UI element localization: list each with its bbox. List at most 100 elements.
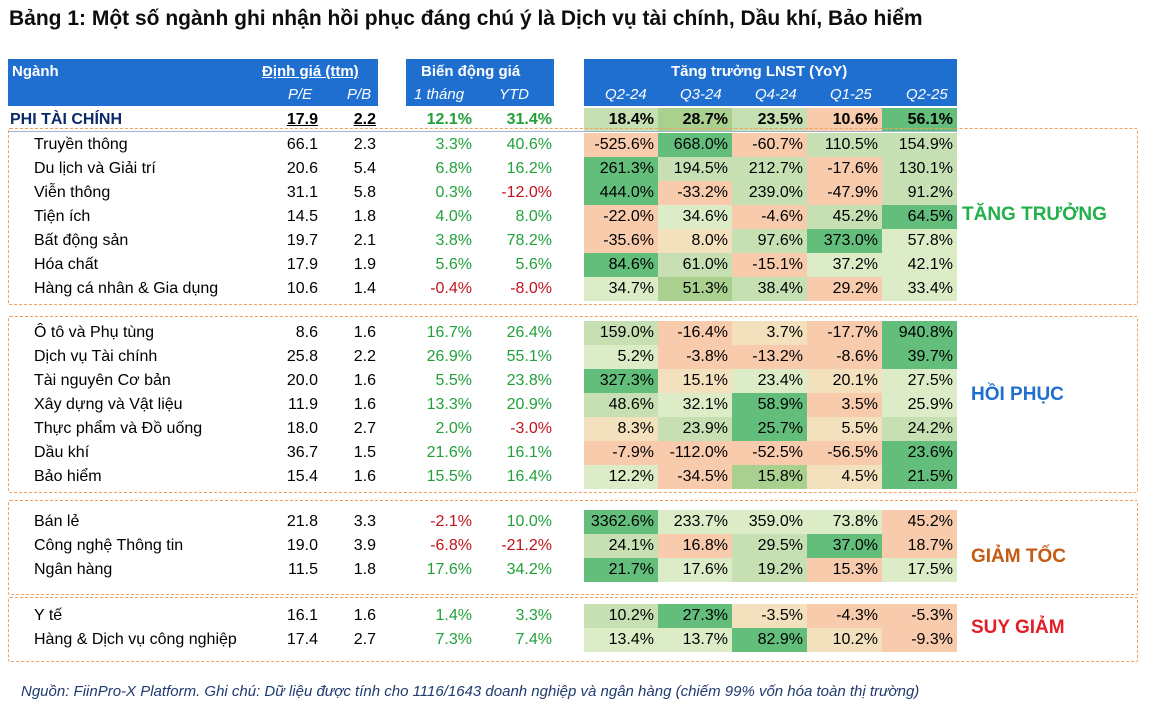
growth-cell: 8.0%	[658, 229, 732, 253]
growth-cell: 4.5%	[807, 465, 882, 489]
growth-value: 23.4%	[757, 372, 803, 389]
growth-cell: 25.9%	[882, 393, 957, 417]
one-month-change: 26.9%	[426, 348, 472, 365]
table-row: Hóa chất 17.9 1.9 5.6% 5.6% 84.6% 61.0% -15.1% 3…	[0, 253, 1159, 277]
pb-value: 1.6	[353, 324, 376, 341]
growth-cell: 34.7%	[584, 277, 658, 301]
ytd-change: 31.4%	[506, 111, 552, 128]
growth-cell: 45.2%	[807, 205, 882, 229]
growth-value: 18.7%	[907, 537, 953, 554]
growth-cell: 130.1%	[882, 157, 957, 181]
growth-value: 159.0%	[599, 324, 654, 341]
table-row: Bảo hiểm 15.4 1.6 15.5% 16.4% 12.2% -34.5% 15.8…	[0, 465, 1159, 489]
growth-cell: 42.1%	[882, 253, 957, 277]
pe-value: 11.9	[288, 396, 318, 413]
growth-value: 34.7%	[608, 280, 654, 297]
growth-value: 28.7%	[682, 111, 728, 128]
growth-value: 15.3%	[832, 561, 878, 578]
growth-cell: 159.0%	[584, 321, 658, 345]
growth-value: 130.1%	[898, 160, 953, 177]
table-row: Y tế 16.1 1.6 1.4% 3.3% 10.2% 27.3% -3.5% -4.3% -…	[0, 604, 1159, 628]
growth-value: 444.0%	[599, 184, 654, 201]
pb-value: 2.3	[353, 136, 376, 153]
one-month-change: 7.3%	[435, 631, 472, 648]
pe-value: 14.5	[286, 208, 318, 225]
growth-value: 17.5%	[907, 561, 953, 578]
group-label: GIẢM TỐC	[971, 546, 1066, 567]
growth-value: 56.1%	[907, 111, 953, 128]
growth-cell: -60.7%	[732, 133, 807, 157]
one-month-change: 13.3%	[426, 396, 472, 413]
ytd-change: 55.1%	[506, 348, 552, 365]
growth-value: -60.7%	[752, 136, 803, 153]
growth-cell: 239.0%	[732, 181, 807, 205]
growth-value: 15.8%	[757, 468, 803, 485]
growth-cell: 37.0%	[807, 534, 882, 558]
header-pb: P/B	[347, 86, 372, 103]
pe-value: 66.1	[286, 136, 318, 153]
pb-value: 1.5	[353, 444, 376, 461]
pb-value: 2.2	[353, 348, 376, 365]
pe-value: 36.7	[286, 444, 318, 461]
header-pe: P/E	[288, 86, 313, 103]
header-sector: Ngành	[12, 63, 59, 80]
growth-value: 42.1%	[907, 256, 953, 273]
growth-cell: 91.2%	[882, 181, 957, 205]
header-one-month: 1 tháng	[414, 86, 465, 103]
sector-name: Dầu khí	[34, 444, 90, 461]
growth-cell: 10.2%	[807, 628, 882, 652]
pb-value: 1.6	[353, 607, 376, 624]
growth-cell: -13.2%	[732, 345, 807, 369]
growth-cell: 51.3%	[658, 277, 732, 301]
growth-cell: 48.6%	[584, 393, 658, 417]
ytd-change: -21.2%	[501, 537, 552, 554]
growth-value: 239.0%	[748, 184, 803, 201]
pb-value: 3.3	[353, 513, 376, 530]
one-month-change: 1.4%	[435, 607, 472, 624]
growth-value: 5.5%	[841, 420, 878, 437]
pb-value: 5.4	[353, 160, 376, 177]
growth-cell: 13.7%	[658, 628, 732, 652]
pe-value: 25.8	[286, 348, 318, 365]
page-title: Bảng 1: Một số ngành ghi nhận hồi phục đ…	[9, 7, 923, 30]
growth-value: 668.0%	[673, 136, 728, 153]
growth-value: -56.5%	[827, 444, 878, 461]
growth-cell: 23.9%	[658, 417, 732, 441]
growth-cell: 24.2%	[882, 417, 957, 441]
growth-value: 10.2%	[832, 631, 878, 648]
pb-value: 1.6	[353, 396, 376, 413]
growth-value: -3.8%	[686, 348, 728, 365]
pe-value: 16.1	[286, 607, 318, 624]
header-quarter: Q4-24	[755, 86, 797, 103]
table-row: Xây dựng và Vật liệu 11.9 1.6 13.3% 20.9% 48.…	[0, 393, 1159, 417]
table-row: Bán lẻ 21.8 3.3 -2.1% 10.0% 3362.6% 233.7% 359.…	[0, 510, 1159, 534]
table-row: Tiện ích 14.5 1.8 4.0% 8.0% -22.0% 34.6% -4.6% 4…	[0, 205, 1159, 229]
sector-name: PHI TÀI CHÍNH	[10, 111, 122, 128]
growth-value: 23.6%	[907, 444, 953, 461]
growth-value: 58.9%	[757, 396, 803, 413]
growth-cell: 17.6%	[658, 558, 732, 582]
growth-value: 10.6%	[832, 111, 878, 128]
sector-name: Hàng cá nhân & Gia dụng	[34, 280, 219, 297]
growth-value: 17.6%	[682, 561, 728, 578]
growth-cell: -4.6%	[732, 205, 807, 229]
table-row: Du lịch và Giải trí 20.6 5.4 6.8% 16.2% 261.3…	[0, 157, 1159, 181]
growth-value: 10.2%	[608, 607, 654, 624]
sector-name: Ô tô và Phụ tùng	[34, 324, 155, 341]
growth-value: 8.0%	[691, 232, 728, 249]
growth-value: 5.2%	[617, 348, 654, 365]
growth-value: -3.5%	[761, 607, 803, 624]
ytd-change: 16.2%	[506, 160, 552, 177]
growth-cell: -4.3%	[807, 604, 882, 628]
ytd-change: 5.6%	[515, 256, 552, 273]
growth-value: -4.3%	[836, 607, 878, 624]
sector-name: Hóa chất	[34, 256, 99, 273]
growth-value: -5.3%	[911, 607, 953, 624]
growth-value: -7.9%	[612, 444, 654, 461]
growth-cell: 3.5%	[807, 393, 882, 417]
growth-cell: 84.6%	[584, 253, 658, 277]
pb-value: 2.2	[353, 111, 376, 128]
growth-cell: 57.8%	[882, 229, 957, 253]
pb-value: 2.7	[353, 631, 376, 648]
table-row: Công nghệ Thông tin 19.0 3.9 -6.8% -21.2% 24.…	[0, 534, 1159, 558]
